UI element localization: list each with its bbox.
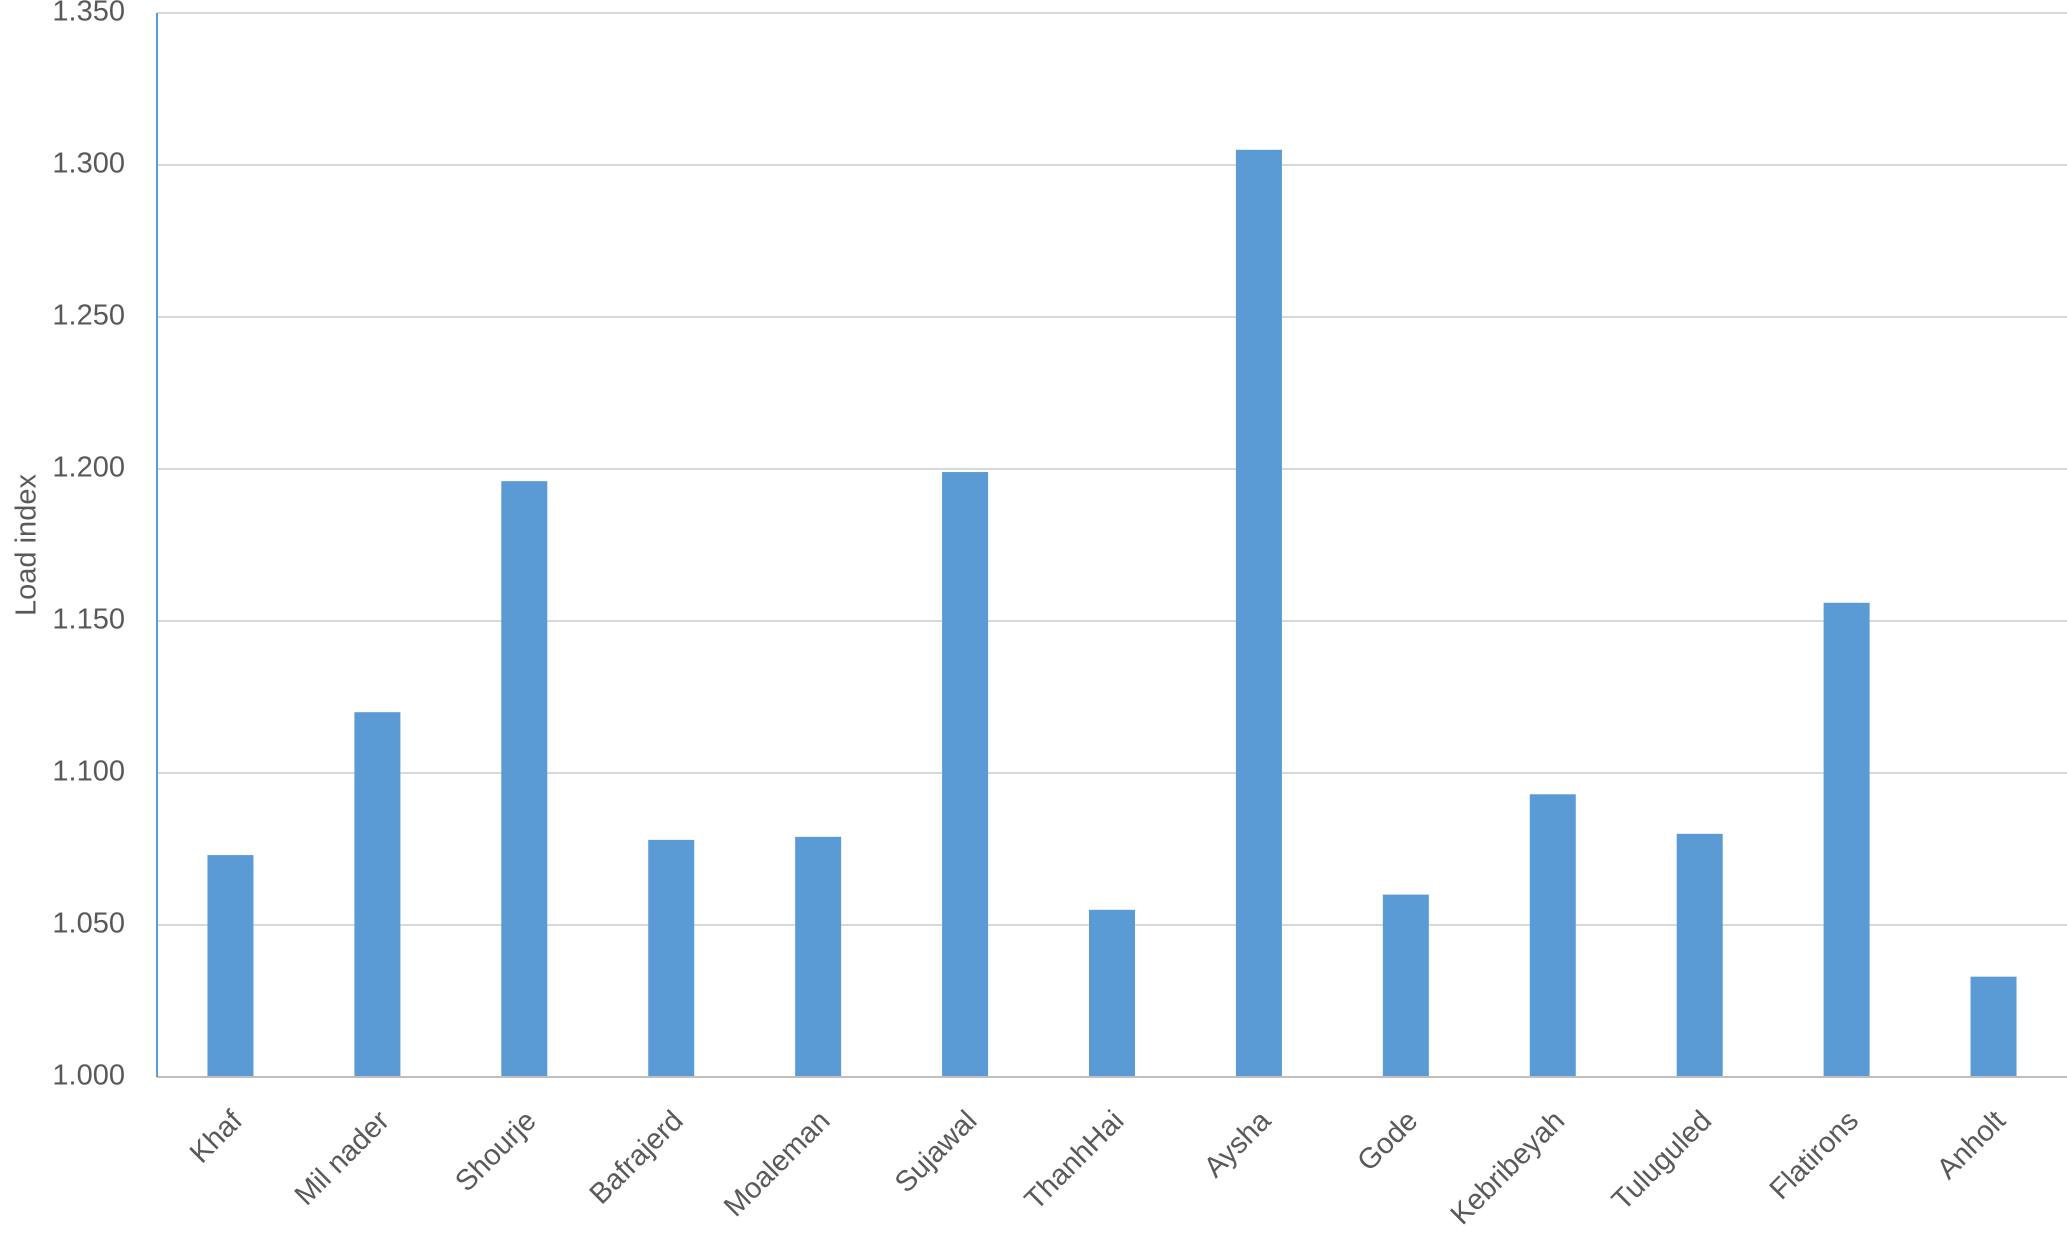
bar — [207, 855, 254, 1077]
x-tick-label: Mil nader — [289, 1105, 396, 1212]
y-tick-label: 1.050 — [52, 908, 125, 940]
x-tick-label: Kebribeyah — [1445, 1105, 1571, 1231]
bar — [1970, 976, 2017, 1077]
y-tick-label: 1.300 — [52, 148, 125, 180]
y-tick-label: 1.150 — [52, 604, 125, 636]
bar — [1823, 602, 1870, 1077]
x-tick-label: Bafrajerd — [584, 1105, 690, 1211]
x-tick-label: Sujawal — [889, 1105, 983, 1199]
x-tick-label: Tuluguled — [1606, 1105, 1718, 1217]
x-tick-label: Khaf — [184, 1104, 249, 1169]
x-tick-label: Gode — [1351, 1105, 1424, 1178]
x-tick-label: Moaleman — [718, 1105, 836, 1223]
y-tick-label: 1.000 — [52, 1060, 125, 1092]
bar — [1235, 149, 1282, 1078]
y-tick-label: 1.200 — [52, 452, 125, 484]
bar — [501, 481, 548, 1077]
bar — [1382, 894, 1429, 1077]
y-axis-label: Load index — [11, 474, 43, 616]
y-tick-label: 1.100 — [52, 756, 125, 788]
x-tick-label: Flatirons — [1764, 1105, 1865, 1206]
x-tick-label: Anholt — [1931, 1105, 2012, 1186]
x-tick-label: ThanhHai — [1019, 1105, 1131, 1217]
bar — [648, 839, 695, 1077]
bar — [354, 712, 401, 1077]
bar — [1089, 909, 1135, 1077]
x-tick-label: Shourje — [449, 1105, 542, 1198]
y-tick-label: 1.350 — [52, 0, 125, 28]
y-tick-label: 1.250 — [52, 300, 125, 332]
bar — [795, 836, 842, 1077]
bar — [1676, 833, 1723, 1077]
bar — [942, 472, 989, 1077]
bar — [1529, 794, 1576, 1077]
x-tick-label: Aysha — [1198, 1104, 1278, 1184]
